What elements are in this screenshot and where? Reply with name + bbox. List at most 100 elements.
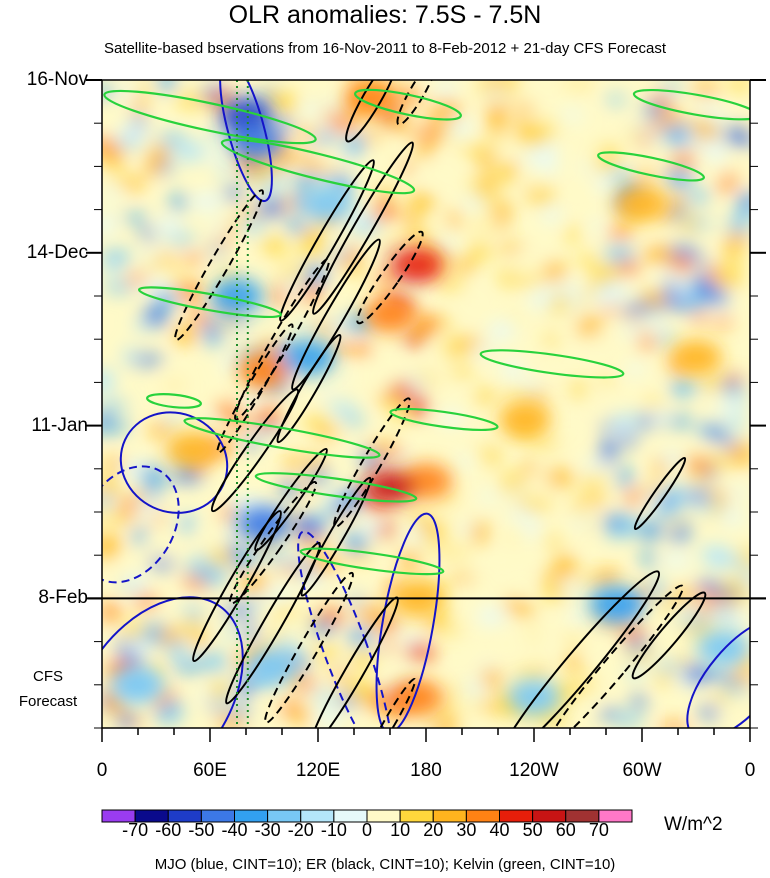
field-cell — [122, 213, 149, 223]
field-cell — [169, 422, 189, 433]
field-cell — [124, 274, 151, 284]
field-cell — [115, 138, 145, 147]
field-cell — [642, 103, 666, 118]
kelvin-contour — [220, 138, 416, 195]
field-cell — [142, 483, 165, 496]
field-cell — [245, 310, 276, 328]
cfs-forecast-label: CFS Forecast — [6, 664, 90, 714]
field-cell — [410, 124, 428, 136]
field-cell — [522, 174, 550, 191]
field-cell — [135, 498, 160, 517]
er-contour — [345, 80, 399, 143]
field-cell — [428, 717, 459, 728]
field-cell — [489, 84, 503, 102]
olr-anomaly-blob — [616, 185, 668, 222]
field-cell — [590, 220, 605, 232]
olr-anomaly-blob — [112, 666, 164, 703]
er-contour — [631, 591, 707, 680]
field-cell — [640, 290, 668, 308]
field-cell — [549, 430, 576, 444]
field-cell — [674, 152, 697, 165]
field-cell — [541, 155, 558, 175]
field-cell — [724, 126, 749, 145]
field-cell — [514, 102, 535, 117]
field-cell — [387, 117, 413, 134]
field-cell — [138, 466, 168, 482]
field-cell — [644, 368, 670, 380]
field-cell — [102, 548, 117, 561]
olr-anomaly-blob — [508, 679, 560, 716]
field-cell — [435, 216, 450, 238]
field-cell — [600, 304, 619, 314]
field-cell — [565, 634, 582, 644]
field-cell — [670, 531, 687, 543]
x-tick-label: 0 — [96, 760, 108, 781]
field-cell — [498, 200, 511, 219]
field-cell — [207, 332, 221, 349]
field-cell — [706, 263, 719, 278]
colorbar-label: -40 — [221, 820, 248, 840]
field-cell — [296, 595, 322, 615]
field-cell — [122, 622, 147, 640]
colorbar-label: -60 — [155, 820, 182, 840]
field-cell — [535, 101, 553, 120]
field-cell — [695, 261, 711, 270]
field-cell — [579, 163, 597, 173]
olr-anomaly-blob — [391, 679, 443, 716]
field-cell — [552, 515, 565, 526]
field-cell — [222, 187, 244, 200]
field-cell — [671, 588, 698, 602]
field-cell — [479, 631, 492, 643]
olr-anomaly-blob — [301, 185, 353, 222]
mjo-contour — [686, 617, 750, 728]
field-cell — [144, 257, 173, 267]
field-cell — [217, 163, 232, 178]
field-cell — [135, 81, 151, 93]
field-cell — [102, 372, 112, 394]
field-cell — [197, 652, 229, 671]
field-cell — [617, 466, 632, 488]
er-contour — [276, 334, 342, 444]
field-cell — [542, 206, 561, 223]
cfs-label-line1: CFS — [33, 668, 63, 685]
field-cell — [643, 244, 674, 264]
field-cell — [635, 415, 657, 429]
field-cell — [724, 254, 744, 271]
field-cell — [451, 672, 469, 686]
field-cell — [596, 398, 620, 408]
field-cell — [304, 264, 321, 275]
field-cell — [157, 132, 187, 147]
field-cell — [726, 487, 749, 498]
kelvin-contour — [254, 472, 418, 503]
field-cell — [515, 89, 540, 104]
er-contour — [497, 570, 661, 728]
field-cell — [446, 118, 473, 137]
field-cell — [344, 415, 365, 427]
field-cell — [127, 637, 153, 655]
field-cell — [362, 647, 377, 667]
field-cell — [261, 178, 285, 197]
er-contour — [228, 480, 318, 605]
field-cell — [581, 461, 610, 471]
field-cell — [269, 169, 291, 179]
chart-title: OLR anomalies: 7.5S - 7.5N — [228, 1, 542, 29]
field-cell — [710, 503, 724, 518]
field-cell — [575, 316, 603, 337]
field-cell — [544, 312, 557, 327]
field-cell — [645, 397, 663, 407]
field-cell — [424, 520, 452, 530]
field-cell — [143, 305, 169, 327]
field-cell — [723, 240, 737, 254]
field-cell — [402, 212, 415, 221]
colorbar-label: 0 — [361, 820, 372, 840]
field-cell — [452, 259, 476, 273]
field-cell — [180, 254, 206, 263]
axes — [86, 79, 766, 742]
field-cell — [740, 569, 750, 580]
field-cell — [662, 552, 691, 569]
field-cell — [102, 147, 126, 167]
field-cell — [414, 315, 442, 333]
field-cell — [487, 321, 517, 339]
field-cell — [473, 388, 499, 405]
field-cell — [716, 180, 732, 193]
